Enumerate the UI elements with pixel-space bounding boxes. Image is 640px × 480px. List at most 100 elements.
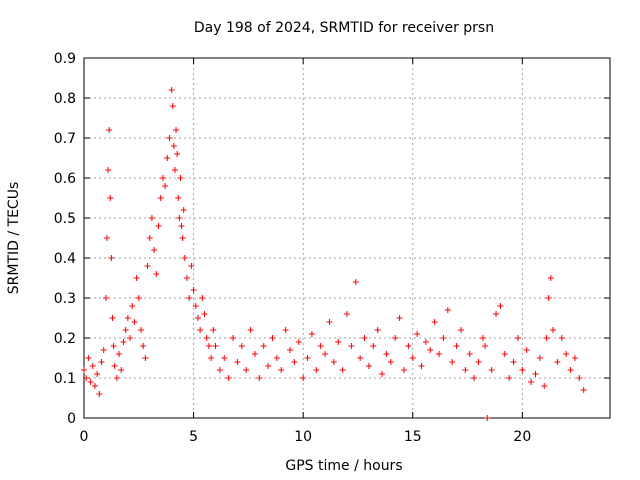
data-point — [580, 387, 587, 393]
data-point — [131, 319, 138, 325]
x-tick-label: 20 — [513, 429, 531, 445]
data-point — [357, 355, 364, 361]
point-layer — [81, 87, 587, 421]
data-point — [96, 391, 103, 397]
data-point — [81, 367, 87, 373]
data-point — [330, 359, 337, 365]
data-point — [383, 351, 390, 357]
data-point — [113, 375, 120, 381]
data-point — [83, 375, 90, 381]
data-point — [431, 319, 438, 325]
data-point — [506, 375, 513, 381]
data-point — [159, 175, 166, 181]
data-point — [111, 363, 118, 369]
data-point — [194, 315, 201, 321]
data-point — [181, 255, 188, 261]
data-point — [175, 195, 182, 201]
data-point — [168, 87, 175, 93]
data-point — [501, 351, 508, 357]
tick-layer: 0 0.1 0.2 0.3 0.4 0.5 0.6 0.7 0.8 0.9 0 5 10 15 20 — [54, 51, 610, 445]
data-point — [243, 367, 250, 373]
x-tick-label: 15 — [404, 429, 422, 445]
y-tick-label: 0.8 — [54, 91, 76, 107]
y-tick-label: 0.7 — [54, 131, 76, 147]
data-point — [106, 127, 113, 133]
chart-title: Day 198 of 2024, SRMTID for receiver prs… — [194, 20, 494, 36]
data-point — [104, 235, 111, 241]
data-point — [414, 331, 421, 337]
data-point — [352, 279, 359, 285]
data-point — [484, 415, 491, 421]
data-point — [210, 327, 217, 333]
data-point — [422, 339, 429, 345]
data-point — [278, 367, 285, 373]
data-point — [379, 371, 386, 377]
data-point — [116, 351, 123, 357]
data-point — [203, 335, 210, 341]
data-point — [120, 339, 127, 345]
data-point — [118, 367, 125, 373]
data-point — [482, 343, 489, 349]
data-point — [197, 327, 204, 333]
data-point — [449, 359, 456, 365]
data-point — [212, 343, 219, 349]
data-point — [361, 335, 368, 341]
data-point — [344, 311, 350, 317]
data-point — [479, 335, 486, 341]
data-point — [162, 183, 169, 189]
data-point — [171, 167, 178, 173]
data-point — [188, 263, 195, 269]
data-point — [177, 175, 184, 181]
data-point — [269, 335, 276, 341]
data-point — [427, 347, 434, 353]
x-tick-label: 10 — [294, 429, 312, 445]
data-point — [174, 151, 181, 157]
data-point — [173, 127, 180, 133]
data-point — [178, 223, 185, 229]
data-point — [567, 367, 574, 373]
data-point — [550, 327, 557, 333]
data-point — [510, 359, 517, 365]
data-point — [91, 383, 98, 389]
data-point — [370, 343, 377, 349]
data-point — [339, 367, 346, 373]
y-tick-label: 0.1 — [54, 371, 76, 387]
data-point — [554, 359, 561, 365]
data-point — [205, 343, 212, 349]
data-point — [256, 375, 263, 381]
data-point — [251, 351, 258, 357]
data-point — [365, 363, 372, 369]
data-point — [151, 247, 158, 253]
y-tick-label: 0.5 — [54, 211, 76, 227]
data-point — [164, 155, 171, 161]
data-point — [547, 275, 554, 281]
data-point — [571, 355, 578, 361]
data-point — [273, 355, 280, 361]
data-point — [184, 275, 191, 281]
y-tick-label: 0 — [67, 411, 76, 427]
data-point — [107, 195, 114, 201]
data-point — [545, 295, 552, 301]
data-point — [148, 215, 155, 221]
data-point — [144, 263, 151, 269]
data-point — [201, 311, 208, 317]
data-point — [176, 215, 183, 221]
data-point — [436, 351, 443, 357]
data-point — [466, 351, 473, 357]
data-point — [400, 367, 407, 373]
data-point — [129, 303, 136, 309]
data-point — [295, 339, 302, 345]
data-point — [100, 347, 107, 353]
data-point — [444, 307, 451, 313]
data-point — [238, 343, 245, 349]
data-point — [300, 375, 307, 381]
data-point — [230, 335, 237, 341]
data-point — [109, 315, 116, 321]
data-point — [282, 327, 289, 333]
data-point — [199, 295, 206, 301]
data-point — [418, 363, 425, 369]
data-point — [180, 207, 187, 213]
data-point — [265, 363, 272, 369]
data-point — [110, 343, 117, 349]
data-point — [127, 335, 134, 341]
